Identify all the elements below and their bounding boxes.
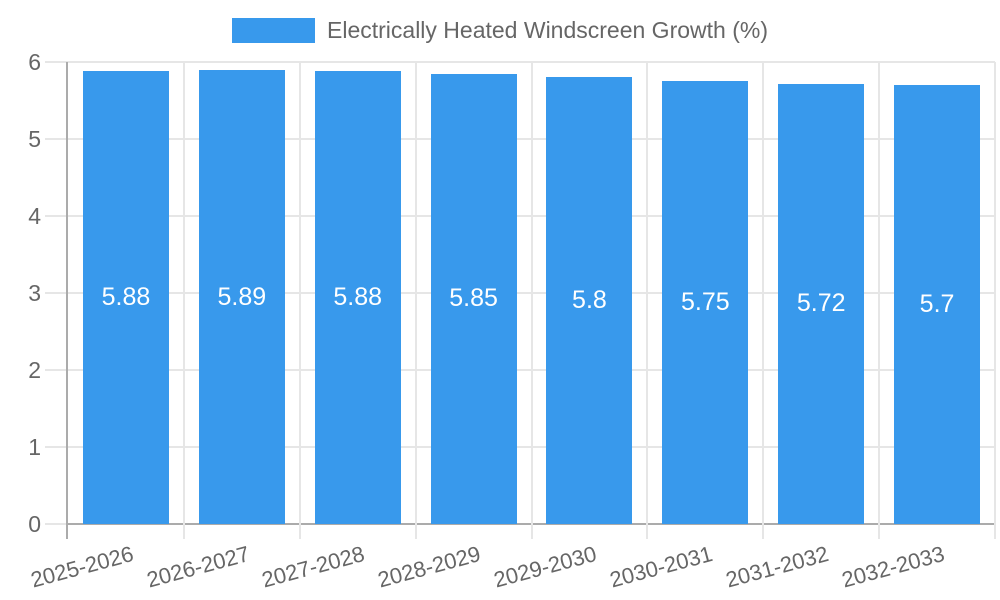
x-tick-label: 2027-2028	[259, 541, 368, 593]
y-axis-tick	[45, 215, 68, 217]
x-axis-tick	[298, 524, 301, 539]
bar-value-label: 5.85	[449, 284, 498, 313]
x-axis-tick	[414, 524, 417, 539]
x-tick-label: 2030-2031	[607, 541, 716, 593]
gridline-vertical	[414, 62, 417, 524]
y-axis-tick	[45, 138, 68, 140]
gridline-vertical	[994, 62, 996, 524]
x-axis-tick	[182, 524, 185, 539]
x-axis-tick	[994, 524, 996, 539]
bar[interactable]: 5.88	[314, 71, 401, 524]
bar[interactable]: 5.85	[430, 73, 517, 524]
bar-value-label: 5.72	[796, 289, 846, 318]
bar[interactable]: 5.72	[778, 83, 865, 524]
x-axis-tick	[762, 524, 765, 539]
bar-value-label: 5.88	[333, 283, 383, 312]
x-tick-label: 2026-2027	[143, 541, 252, 593]
y-tick-label: 1	[28, 434, 41, 460]
x-tick-label: 2032-2033	[838, 541, 948, 593]
y-tick-label: 4	[28, 203, 41, 229]
legend-swatch	[232, 18, 315, 43]
y-tick-label: 2	[28, 357, 41, 383]
gridline-vertical	[646, 62, 649, 524]
y-axis-tick	[45, 369, 68, 371]
legend-label: Electrically Heated Windscreen Growth (%…	[327, 17, 768, 43]
x-tick-label: 2028-2029	[375, 541, 484, 593]
x-tick-label: 2025-2026	[27, 541, 136, 593]
y-tick-label: 3	[28, 280, 41, 306]
x-axis-tick	[530, 524, 533, 539]
bar-value-label: 5.75	[680, 288, 730, 317]
gridline-vertical	[298, 62, 301, 524]
y-tick-label: 5	[28, 126, 41, 152]
y-axis-line	[66, 62, 68, 539]
bar-value-label: 5.7	[919, 290, 955, 319]
y-axis-tick	[45, 446, 68, 448]
y-tick-label: 6	[28, 49, 41, 75]
bar-value-label: 5.8	[572, 286, 607, 315]
bar[interactable]: 5.7	[894, 85, 981, 524]
y-axis-tick	[45, 292, 68, 294]
bar-value-label: 5.88	[101, 283, 151, 312]
y-axis-tick	[45, 61, 68, 63]
gridline-vertical	[530, 62, 533, 524]
gridline-vertical	[762, 62, 765, 524]
bar[interactable]: 5.88	[82, 71, 169, 524]
bar[interactable]: 5.75	[662, 81, 749, 524]
gridline-vertical	[182, 62, 185, 524]
x-tick-label: 2029-2030	[491, 541, 600, 593]
x-axis-tick	[646, 524, 649, 539]
gridline-vertical	[878, 62, 881, 524]
legend-item[interactable]: Electrically Heated Windscreen Growth (%…	[0, 18, 1000, 43]
y-axis-tick	[45, 523, 68, 525]
y-tick-label: 0	[28, 511, 41, 537]
bar[interactable]: 5.89	[198, 70, 285, 524]
x-axis-tick	[878, 524, 881, 539]
x-tick-label: 2031-2032	[723, 541, 832, 593]
bar-value-label: 5.89	[217, 282, 267, 311]
bar[interactable]: 5.8	[546, 77, 633, 524]
